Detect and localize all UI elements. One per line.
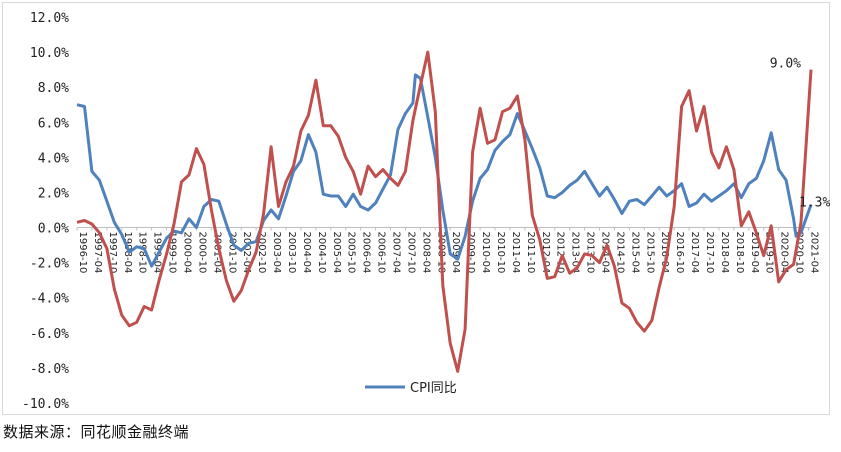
x-tick-label: 2004-10 xyxy=(316,232,327,274)
y-tick-label: -8.0% xyxy=(30,362,69,377)
x-tick-label: 2015-10 xyxy=(644,232,655,274)
data-label-red-last: 9.0% xyxy=(770,57,801,72)
x-tick-label: 2012-10 xyxy=(555,232,566,274)
x-axis-ticks: 1996-10 1997-04 1997-10 1998-04 1998-10 1999-… xyxy=(76,227,820,274)
x-tick-label: 1998-10 xyxy=(137,232,148,274)
y-axis-ticks: 12.0% 10.0% 8.0% 6.0% 4.0% 2.0% 0.0% -2.0% -4.0%… xyxy=(22,11,69,412)
x-tick-label: 2020-10 xyxy=(794,232,805,274)
x-tick-label: 2001-04 xyxy=(211,232,222,274)
y-tick-label: 8.0% xyxy=(38,81,69,96)
x-tick-label: 2005-10 xyxy=(346,232,357,274)
x-tick-label: 2003-10 xyxy=(286,232,297,274)
x-tick-label: 2006-10 xyxy=(376,232,387,274)
x-tick-label: 1997-10 xyxy=(107,232,118,274)
series-line-cpi xyxy=(76,73,813,268)
x-tick-label: 2019-10 xyxy=(764,232,775,274)
series-line-red xyxy=(76,50,813,373)
y-tick-label: -10.0% xyxy=(22,397,69,412)
x-tick-label: 2006-04 xyxy=(361,232,372,274)
x-tick-label: 2007-04 xyxy=(391,232,402,274)
x-tick-label: 2017-10 xyxy=(704,232,715,274)
x-tick-label: 2005-04 xyxy=(331,232,342,274)
x-tick-label: 2009-10 xyxy=(465,232,476,274)
source-note: 数据来源：同花顺金融终端 xyxy=(3,423,190,441)
y-tick-label: 10.0% xyxy=(30,46,69,61)
x-tick-label: 2014-10 xyxy=(614,232,625,274)
x-tick-label: 2002-04 xyxy=(241,232,252,274)
series-lines xyxy=(76,50,813,373)
y-tick-label: 0.0% xyxy=(38,222,69,237)
legend: CPI同比 xyxy=(365,381,457,396)
x-tick-label: 2018-04 xyxy=(719,232,730,274)
data-label-cpi-last: 1.3% xyxy=(799,196,830,211)
x-tick-label: 2011-04 xyxy=(510,232,521,274)
x-tick-label: 2004-04 xyxy=(301,232,312,274)
x-tick-label: 2017-04 xyxy=(689,232,700,274)
x-tick-label: 2001-10 xyxy=(226,232,237,274)
x-tick-label: 2010-04 xyxy=(480,232,491,274)
x-tick-label: 2009-04 xyxy=(450,232,461,274)
x-tick-label: 2007-10 xyxy=(405,232,416,274)
x-tick-label: 2016-04 xyxy=(659,232,670,274)
x-tick-label: 2021-04 xyxy=(809,232,820,274)
x-tick-label: 2015-04 xyxy=(629,232,640,274)
x-tick-label: 1999-04 xyxy=(152,232,163,274)
data-labels: 9.0% 1.3% xyxy=(770,57,831,211)
x-tick-label: 2002-10 xyxy=(256,232,267,274)
x-tick-label: 2019-04 xyxy=(749,232,760,274)
x-tick-label: 1999-10 xyxy=(167,232,178,274)
x-tick-label: 2000-04 xyxy=(182,232,193,274)
y-tick-label: -6.0% xyxy=(30,327,69,342)
x-tick-label: 2013-10 xyxy=(585,232,596,274)
line-chart: 12.0% 10.0% 8.0% 6.0% 4.0% 2.0% 0.0% -2.0% -4.0%… xyxy=(22,11,831,412)
x-tick-label: 2018-10 xyxy=(734,232,745,274)
y-tick-label: -4.0% xyxy=(30,292,69,307)
x-tick-label: 2020-04 xyxy=(779,232,790,274)
x-tick-label: 2016-10 xyxy=(674,232,685,274)
x-tick-label: 2008-04 xyxy=(420,232,431,274)
x-tick-label: 1997-04 xyxy=(92,232,103,274)
x-tick-label: 2012-04 xyxy=(540,232,551,274)
y-tick-label: -2.0% xyxy=(30,257,69,272)
x-tick-label: 2000-10 xyxy=(196,232,207,274)
y-tick-label: 2.0% xyxy=(38,186,69,201)
y-tick-label: 12.0% xyxy=(30,11,69,26)
y-tick-label: 6.0% xyxy=(38,116,69,131)
x-tick-label: 2013-04 xyxy=(570,232,581,274)
x-tick-label: 1998-04 xyxy=(122,232,133,274)
x-tick-label: 1996-10 xyxy=(77,232,88,274)
y-tick-label: 4.0% xyxy=(38,151,69,166)
legend-label-cpi: CPI同比 xyxy=(410,381,457,396)
x-tick-label: 2010-10 xyxy=(495,232,506,274)
x-tick-label: 2003-04 xyxy=(271,232,282,274)
chart-frame: 12.0% 10.0% 8.0% 6.0% 4.0% 2.0% 0.0% -2.0% -4.0%… xyxy=(2,2,830,415)
x-tick-label: 2011-10 xyxy=(525,232,536,274)
